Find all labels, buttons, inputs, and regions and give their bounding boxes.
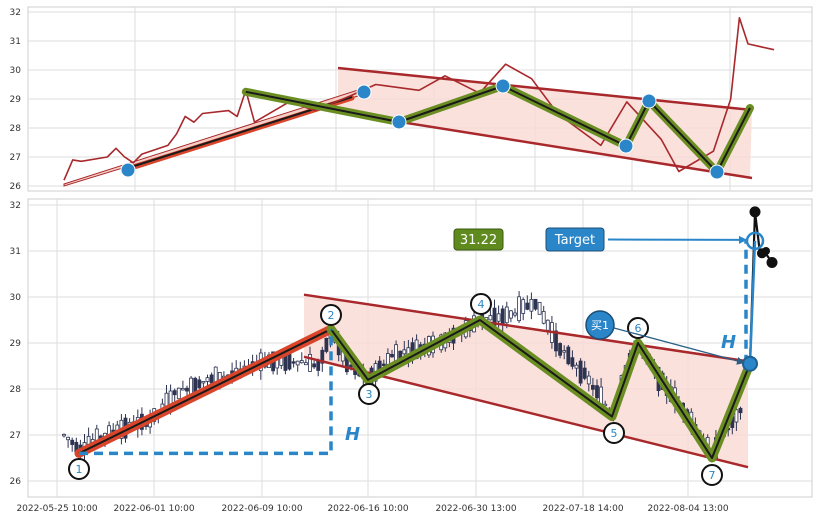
buy-signal-label: 买1 <box>591 319 609 332</box>
candle-body <box>300 361 303 363</box>
post-breakout-point <box>762 247 770 255</box>
candle-body <box>591 385 594 389</box>
overview-y-axis: 26 27 28 29 30 31 32 <box>10 8 22 192</box>
candle-body <box>313 364 316 367</box>
candle-body <box>534 299 537 309</box>
overview-y-tick-label: 32 <box>10 8 21 18</box>
overview-y-tick-label: 28 <box>10 124 22 134</box>
overview-pivot-point <box>496 79 510 93</box>
detail-y-tick-label: 26 <box>10 477 22 487</box>
candle-body <box>571 358 574 367</box>
candle-body <box>386 354 389 365</box>
overview-pivot-point <box>392 115 406 129</box>
overview-y-tick-label: 30 <box>10 66 22 76</box>
detail-x-tick-label: 2022-07-18 14:00 <box>542 504 623 514</box>
detail-y-axis: 26 27 28 29 30 31 32 <box>10 201 22 487</box>
candle-body <box>67 437 70 439</box>
candle-body <box>538 302 541 314</box>
candle-body <box>186 388 189 391</box>
candle-body <box>292 362 295 364</box>
overview-y-tick-label: 29 <box>10 95 22 105</box>
detail-y-tick-label: 28 <box>10 385 22 395</box>
candle-body <box>501 309 504 325</box>
candle-body <box>325 338 328 351</box>
candle-body <box>563 351 566 353</box>
candle-body <box>509 311 512 318</box>
post-breakout-point <box>767 257 778 268</box>
candle-body <box>382 364 385 366</box>
candle-body <box>317 361 320 371</box>
candle-body <box>71 440 74 444</box>
pattern-point-number: 4 <box>478 298 485 311</box>
overview-pivot-point <box>619 139 633 153</box>
detail-y-tick-label: 29 <box>10 339 22 349</box>
detail-x-tick-label: 2022-06-09 10:00 <box>221 504 302 514</box>
target-value-label: 31.22 <box>460 233 497 248</box>
detail-x-tick-label: 2022-06-30 13:00 <box>435 504 516 514</box>
candle-body <box>546 320 549 330</box>
candle-body <box>202 381 205 383</box>
pattern-point-number: 6 <box>635 322 642 335</box>
candle-body <box>210 375 213 383</box>
detail-x-tick-label: 2022-05-25 10:00 <box>16 504 97 514</box>
candle-body <box>579 361 582 383</box>
detail-x-tick-label: 2022-08-04 13:00 <box>647 504 728 514</box>
candle-body <box>63 434 66 436</box>
candle-body <box>288 353 291 369</box>
candle-body <box>181 388 184 390</box>
detail-y-tick-label: 27 <box>10 431 21 441</box>
overview-y-tick-label: 26 <box>10 182 22 192</box>
candle-body <box>530 299 533 311</box>
breakout-marker <box>743 357 757 371</box>
candle-body <box>587 376 590 384</box>
overview-pivot-point <box>121 163 135 177</box>
candle-body <box>596 386 599 398</box>
candle-body <box>583 368 586 378</box>
candle-body <box>296 361 299 365</box>
pole-height-label: H <box>345 424 360 445</box>
pattern-point-number: 7 <box>709 469 716 482</box>
overview-pivot-point <box>357 85 371 99</box>
candle-body <box>575 365 578 368</box>
breakout-height-label: H <box>721 332 736 353</box>
candle-body <box>542 311 545 323</box>
detail-x-axis: 2022-05-25 10:00 2022-06-01 10:00 2022-06-… <box>16 504 728 514</box>
candle-body <box>489 316 492 320</box>
overview-pivot-point <box>642 94 656 108</box>
detail-x-tick-label: 2022-06-16 10:00 <box>327 504 408 514</box>
detail-y-tick-label: 32 <box>10 201 21 211</box>
target-label: Target <box>554 233 595 248</box>
overview-y-tick-label: 27 <box>10 153 21 163</box>
pattern-point-number: 3 <box>366 388 373 401</box>
candle-body <box>514 313 517 315</box>
pattern-point-number: 2 <box>328 309 335 322</box>
candle-body <box>206 378 209 382</box>
overview-pivot-point <box>710 165 724 179</box>
overview-y-tick-label: 31 <box>10 37 21 47</box>
detail-y-tick-label: 31 <box>10 247 21 257</box>
candle-body <box>559 343 562 355</box>
candle-body <box>739 408 742 412</box>
candle-body <box>567 347 570 364</box>
candle-body <box>505 307 508 323</box>
candle-body <box>304 363 307 365</box>
overview-panel: 26 27 28 29 30 31 32 <box>10 7 812 192</box>
candle-body <box>403 350 406 354</box>
candle-body <box>173 391 176 395</box>
candle-body <box>497 314 500 321</box>
candle-body <box>177 388 180 399</box>
post-breakout-point <box>750 206 761 217</box>
candle-body <box>391 354 394 356</box>
candle-body <box>522 300 525 314</box>
pattern-point-number: 1 <box>76 463 83 476</box>
pattern-point-number: 5 <box>611 427 618 440</box>
detail-y-tick-label: 30 <box>10 293 22 303</box>
detail-x-tick-label: 2022-06-01 10:00 <box>113 504 194 514</box>
candle-body <box>526 303 529 309</box>
candle-body <box>198 380 201 388</box>
candle-body <box>518 297 521 321</box>
